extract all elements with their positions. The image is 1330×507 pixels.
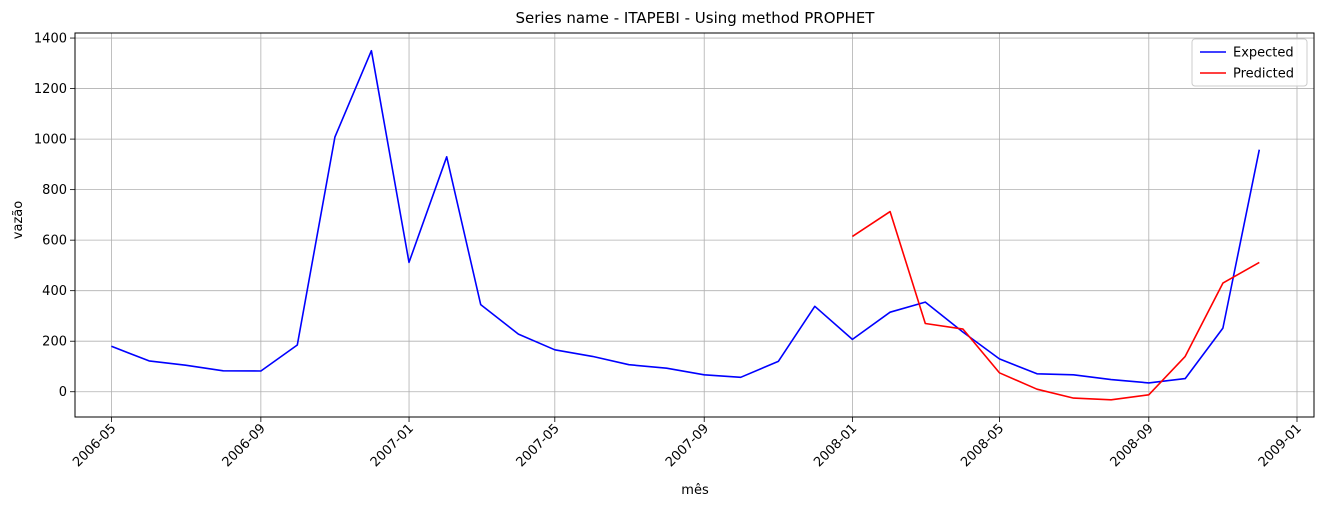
x-tick-label: 2006-09 bbox=[220, 421, 269, 470]
x-tick-label: 2007-01 bbox=[368, 421, 417, 470]
x-tick-label: 2008-05 bbox=[958, 421, 1007, 470]
x-tick-label: 2006-05 bbox=[70, 421, 119, 470]
x-tick-label: 2008-01 bbox=[811, 421, 860, 470]
legend-entry: Expected bbox=[1233, 46, 1294, 61]
y-tick-label: 200 bbox=[42, 335, 67, 350]
y-tick-label: 800 bbox=[42, 183, 67, 198]
y-tick-label: 0 bbox=[59, 385, 67, 400]
legend: Expected Predicted bbox=[1191, 38, 1308, 87]
y-tick-label: 1400 bbox=[34, 32, 67, 47]
x-axis-label: mês bbox=[681, 483, 709, 498]
y-tick-label: 1200 bbox=[34, 82, 67, 97]
x-axis: 2006-05 2006-09 2007-01 2007-05 2007-09 2008-… bbox=[70, 417, 1305, 470]
plot-frame bbox=[74, 32, 1315, 418]
grid bbox=[75, 33, 1314, 417]
y-axis: 0 200 400 600 800 1000 1200 1400 bbox=[34, 32, 75, 400]
series-line-expected bbox=[111, 49, 1261, 384]
legend-entry: Predicted bbox=[1233, 67, 1294, 82]
y-tick-label: 600 bbox=[42, 234, 67, 249]
y-tick-label: 400 bbox=[42, 284, 67, 299]
y-axis-label: vazão bbox=[11, 201, 26, 239]
series-layer bbox=[111, 49, 1261, 401]
chart-title: Series name - ITAPEBI - Using method PRO… bbox=[516, 9, 876, 27]
series-line-predicted bbox=[851, 210, 1260, 401]
legend-box bbox=[1191, 38, 1308, 87]
x-tick-label: 2007-09 bbox=[663, 421, 712, 470]
x-tick-label: 2009-01 bbox=[1256, 421, 1305, 470]
x-tick-label: 2008-09 bbox=[1108, 421, 1157, 470]
x-tick-label: 2007-05 bbox=[514, 421, 563, 470]
y-tick-label: 1000 bbox=[34, 133, 67, 148]
